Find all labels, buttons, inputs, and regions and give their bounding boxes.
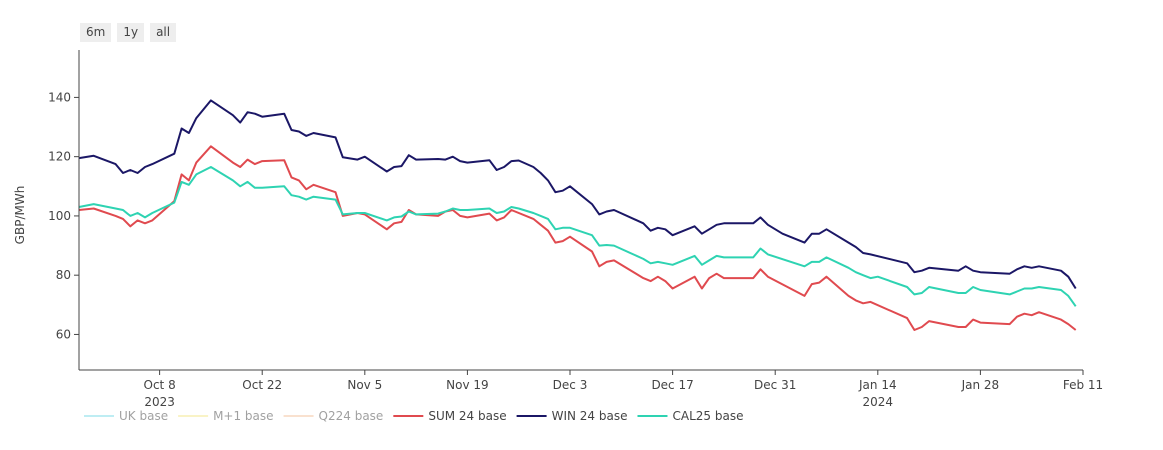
legend-item[interactable]: Q224 base — [283, 409, 384, 423]
range-selector: 6m 1y all — [80, 23, 177, 42]
range-button-all[interactable]: all — [150, 23, 177, 42]
x-tick-label: Dec 17 — [651, 378, 693, 392]
legend-item[interactable]: SUM 24 base — [393, 409, 507, 423]
x-tick-year-label: 2024 — [863, 395, 894, 409]
legend: UK base M+1 base Q224 base SUM 24 base WIN 2… — [84, 409, 743, 423]
legend-item[interactable]: CAL25 base — [637, 409, 743, 423]
x-tick-label: Dec 3 — [553, 378, 588, 392]
x-tick-label: Nov 19 — [446, 378, 489, 392]
x-tick-label: Oct 8 — [144, 378, 176, 392]
y-tick-label: 80 — [56, 268, 71, 282]
y-axis-title: GBP/MWh — [13, 186, 27, 245]
legend-item[interactable]: M+1 base — [178, 409, 274, 423]
y-tick-label: 60 — [56, 327, 71, 341]
plot-area — [78, 99, 1077, 331]
range-button-1y[interactable]: 1y — [117, 23, 145, 42]
y-tick-label: 120 — [48, 150, 71, 164]
x-tick-year-label: 2023 — [144, 395, 175, 409]
x-tick-label: Oct 22 — [242, 378, 282, 392]
x-tick-label: Dec 31 — [754, 378, 796, 392]
x-tick-label: Jan 28 — [961, 378, 1000, 392]
series-line-sum-24-base[interactable] — [78, 145, 1077, 331]
x-tick-label: Jan 14 — [858, 378, 897, 392]
x-tick-label: Feb 11 — [1063, 378, 1103, 392]
legend-label: SUM 24 base — [428, 409, 506, 423]
y-tick-label: 100 — [48, 209, 71, 223]
y-tick-label: 140 — [48, 90, 71, 104]
legend-label: WIN 24 base — [552, 409, 628, 423]
series-line-cal25-base[interactable] — [78, 166, 1077, 307]
legend-label: M+1 base — [213, 409, 273, 423]
y-axis: 60 80 100 120 140 — [48, 90, 79, 341]
legend-label: UK base — [119, 409, 168, 423]
x-axis: Oct 8 2023 Oct 22 Nov 5 Nov 19 Dec 3 Dec 17 Dec… — [144, 370, 1103, 409]
legend-label: Q224 base — [319, 409, 384, 423]
legend-label: CAL25 base — [672, 409, 743, 423]
series-line-win-24-base[interactable] — [78, 99, 1077, 290]
legend-item[interactable]: UK base — [84, 409, 168, 423]
x-tick-label: Nov 5 — [347, 378, 382, 392]
range-button-6m[interactable]: 6m — [80, 23, 112, 42]
legend-item[interactable]: WIN 24 base — [516, 409, 628, 423]
